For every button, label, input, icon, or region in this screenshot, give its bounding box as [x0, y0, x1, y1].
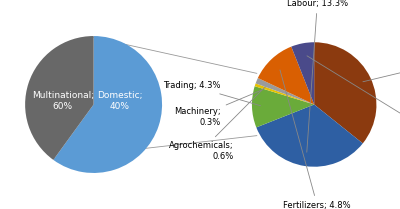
Text: Fertilizers; 4.8%: Fertilizers; 4.8%: [280, 70, 351, 209]
Wedge shape: [291, 42, 314, 104]
Text: Seeds; 2.4%: Seeds; 2.4%: [307, 56, 400, 140]
Text: Land; 14.3%: Land; 14.3%: [363, 60, 400, 82]
Text: Machinery;
0.3%: Machinery; 0.3%: [174, 89, 263, 127]
Wedge shape: [314, 42, 376, 143]
Text: Trading; 4.3%: Trading; 4.3%: [163, 81, 260, 106]
Wedge shape: [258, 47, 314, 104]
Wedge shape: [53, 36, 162, 173]
Wedge shape: [256, 104, 363, 167]
Wedge shape: [252, 86, 314, 127]
Wedge shape: [256, 78, 314, 104]
Wedge shape: [255, 83, 314, 104]
Text: Multinational;
60%: Multinational; 60%: [32, 91, 94, 111]
Text: Agrochemicals;
0.6%: Agrochemicals; 0.6%: [169, 87, 265, 161]
Wedge shape: [25, 36, 94, 160]
Text: Labour; 13.3%: Labour; 13.3%: [287, 0, 348, 152]
Text: Domestic;
40%: Domestic; 40%: [97, 91, 142, 111]
